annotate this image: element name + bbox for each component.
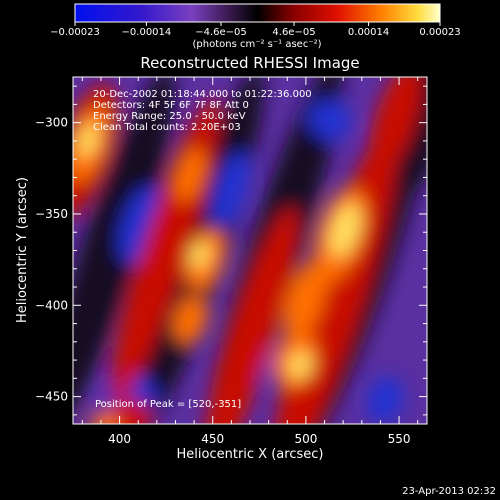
heatmap-bright-region	[283, 261, 327, 339]
heatmap-peak	[329, 203, 361, 257]
colorbar-tick-labels: −0.00023 −0.00014 −4.6e−05 4.6e−05 0.00014 0.…	[50, 27, 461, 38]
colorbar-tick-label: 0.00023	[419, 27, 460, 38]
colorbar-tick-label: 0.00014	[348, 27, 389, 38]
heatmap-bright-region	[173, 296, 207, 344]
colorbar	[74, 3, 441, 23]
y-tick-label: −350	[35, 207, 68, 221]
x-tick-label: 500	[294, 432, 317, 446]
colorbar-unit-label: (photons cm⁻² s⁻¹ asec⁻²)	[192, 39, 321, 50]
x-axis-label: Heliocentric X (arcsec)	[177, 447, 324, 462]
x-tick-label: 450	[201, 432, 224, 446]
heatmap-negative-peak	[308, 99, 352, 141]
colorbar-tick-label: 4.6e−05	[272, 27, 315, 38]
y-tick-label: −450	[35, 390, 68, 404]
annotation-clean-counts: Clean Total counts: 2.20E+03	[93, 122, 241, 133]
colorbar-ticks	[74, 22, 441, 26]
heatmap-bright-region	[174, 148, 206, 202]
heatmap-trough	[398, 77, 427, 197]
x-tick-label: 550	[388, 432, 411, 446]
colorbar-tick-label: −0.00023	[50, 27, 100, 38]
heatmap-plot-area	[73, 77, 427, 424]
annotation-detectors: Detectors: 4F 5F 6F 7F 8F Att 0	[93, 100, 249, 111]
y-tick-label: −400	[35, 298, 68, 312]
heatmap-trough	[73, 77, 175, 424]
annotations: 20-Dec-2002 01:18:44.000 to 01:22:36.000…	[93, 89, 312, 410]
y-tick-label: −300	[35, 116, 68, 130]
annotation-time-range: 20-Dec-2002 01:18:44.000 to 01:22:36.000	[93, 89, 312, 100]
colorbar-tick-label: −4.6e−05	[195, 27, 247, 38]
heatmap-ridge	[201, 206, 299, 424]
colorbar-tick-label: −0.00014	[122, 27, 172, 38]
heatmap-ridge	[109, 398, 151, 424]
x-tick-label: 400	[108, 432, 131, 446]
heatmap-negative-peak	[210, 151, 250, 229]
y-axis-ticks: −300 −350 −400 −450	[35, 85, 427, 416]
chart-title: Reconstructed RHESSI Image	[140, 54, 359, 72]
heatmap-peak	[189, 241, 211, 269]
heatmap-negative-peak	[366, 376, 404, 424]
x-axis-ticks: 400 450 500 550	[81, 77, 419, 446]
y-axis-label: Heliocentric Y (arcsec)	[15, 177, 30, 323]
heatmap-peak	[287, 351, 313, 379]
heatmap-bright-region	[91, 411, 120, 424]
annotation-peak-position: Position of Peak = [520,-351]	[95, 399, 241, 410]
footer-timestamp: 23-Apr-2013 02:32	[402, 486, 496, 497]
annotation-energy-range: Energy Range: 25.0 - 50.0 keV	[93, 111, 246, 122]
heatmap-peak	[76, 122, 100, 158]
heatmap-ridge	[368, 77, 422, 178]
